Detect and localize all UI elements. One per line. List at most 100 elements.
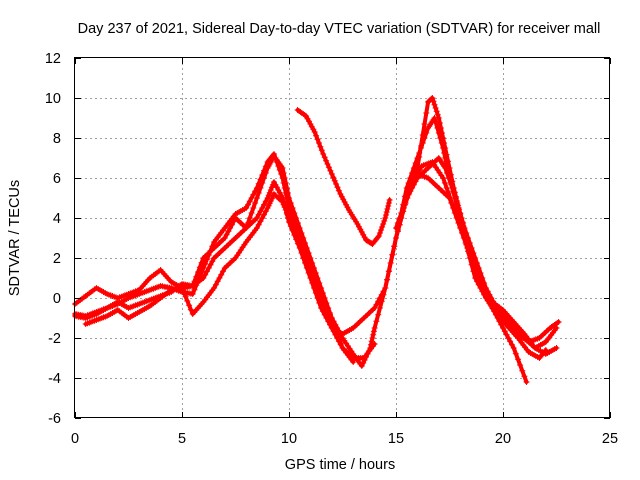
x-tick-label: 25 <box>602 431 618 447</box>
data-point-marker <box>328 171 335 177</box>
data-point-marker <box>223 231 230 238</box>
data-point-marker <box>253 195 260 201</box>
data-point-marker <box>255 211 262 218</box>
data-point-marker <box>311 129 318 135</box>
data-point-marker <box>457 225 464 231</box>
data-point-marker <box>437 125 444 131</box>
data-point-marker <box>313 132 320 139</box>
data-point-marker <box>261 167 267 174</box>
data-point-marker <box>406 190 413 196</box>
data-point-marker <box>335 335 342 341</box>
data-point-marker <box>466 255 473 261</box>
data-point-marker <box>380 221 387 227</box>
x-axis: 0 5 10 15 20 25 <box>71 431 618 447</box>
data-point-marker <box>212 281 219 288</box>
data-point-marker <box>257 208 264 215</box>
data-point-marker <box>281 185 288 191</box>
data-point-marker <box>216 275 223 281</box>
x-tick-label: 5 <box>178 431 186 447</box>
data-point-marker <box>250 205 257 211</box>
data-point-marker <box>294 235 301 241</box>
data-point-marker <box>250 191 257 198</box>
data-point-marker <box>450 185 457 191</box>
data-point-marker <box>465 248 471 255</box>
data-point-marker <box>321 154 328 161</box>
axis-ticks <box>75 58 611 419</box>
data-point-marker <box>451 189 458 196</box>
data-point-marker <box>273 184 280 191</box>
data-point-marker <box>328 315 335 321</box>
data-point-marker <box>442 145 449 151</box>
data-point-marker <box>330 174 337 181</box>
data-point-marker <box>555 319 562 325</box>
data-point-marker <box>360 360 367 366</box>
data-point-marker <box>204 268 210 275</box>
data-point-marker <box>305 260 312 267</box>
data-point-marker <box>211 285 218 291</box>
data-point-marker <box>379 224 386 230</box>
x-tick-label: 0 <box>71 431 79 447</box>
data-point-marker <box>319 308 326 315</box>
data-point-marker <box>472 275 479 281</box>
data-point-marker <box>318 147 325 154</box>
data-point-marker <box>409 181 416 188</box>
data-point-marker <box>280 201 287 208</box>
data-point-marker <box>440 135 447 141</box>
data-point-marker <box>303 256 310 263</box>
data-point-marker <box>399 210 406 216</box>
data-point-marker <box>207 247 214 254</box>
data-point-marker <box>280 180 287 186</box>
data-point-marker <box>387 260 394 266</box>
data-point-marker <box>309 270 316 276</box>
data-point-marker <box>262 208 269 215</box>
data-point-marker <box>452 210 459 216</box>
data-point-marker <box>459 230 466 236</box>
data-point-marker <box>416 154 423 160</box>
data-point-marker <box>325 308 332 315</box>
data-point-marker <box>335 187 342 194</box>
data-point-marker <box>273 159 280 165</box>
data-point-marker <box>361 234 368 241</box>
data-point-marker <box>479 288 486 295</box>
data-point-marker <box>371 341 378 347</box>
data-point-marker <box>371 325 378 331</box>
y-tick-label: 8 <box>53 131 61 147</box>
data-point-marker <box>271 179 277 185</box>
data-point-marker <box>381 218 388 224</box>
data-point-marker <box>255 221 262 228</box>
series-track-8 <box>397 159 549 361</box>
data-point-marker <box>264 195 271 201</box>
data-point-marker <box>252 200 259 206</box>
data-point-marker <box>330 320 337 326</box>
data-point-marker <box>383 212 389 218</box>
data-point-marker <box>411 177 418 184</box>
data-point-marker <box>259 172 266 178</box>
y-axis: -6 -4 -2 0 2 4 6 8 10 12 <box>45 51 61 427</box>
data-point-marker <box>325 318 332 325</box>
data-point-marker <box>334 184 341 191</box>
chart-title: Day 237 of 2021, Sidereal Day-to-day VTE… <box>78 21 601 37</box>
data-point-marker <box>386 197 393 203</box>
data-point-marker <box>344 204 351 211</box>
data-point-marker <box>521 373 528 380</box>
data-point-marker <box>248 195 255 201</box>
data-point-marker <box>354 221 361 227</box>
data-point-marker <box>415 170 422 177</box>
data-point-marker <box>433 108 440 115</box>
data-point-marker <box>255 180 262 187</box>
data-point-marker <box>262 163 269 170</box>
data-point-marker <box>307 265 314 271</box>
data-point-marker <box>418 143 424 149</box>
data-point-marker <box>450 205 457 211</box>
data-point-marker <box>278 197 285 204</box>
data-point-marker <box>375 311 382 318</box>
data-point-marker <box>306 118 312 125</box>
data-point-marker <box>318 305 325 311</box>
data-point-marker <box>291 227 298 233</box>
data-point-marker <box>413 174 420 180</box>
data-point-marker <box>503 331 510 338</box>
data-point-marker <box>443 185 450 191</box>
data-point-marker <box>382 285 389 291</box>
data-point-marker <box>553 325 560 331</box>
data-point-marker <box>316 290 323 296</box>
